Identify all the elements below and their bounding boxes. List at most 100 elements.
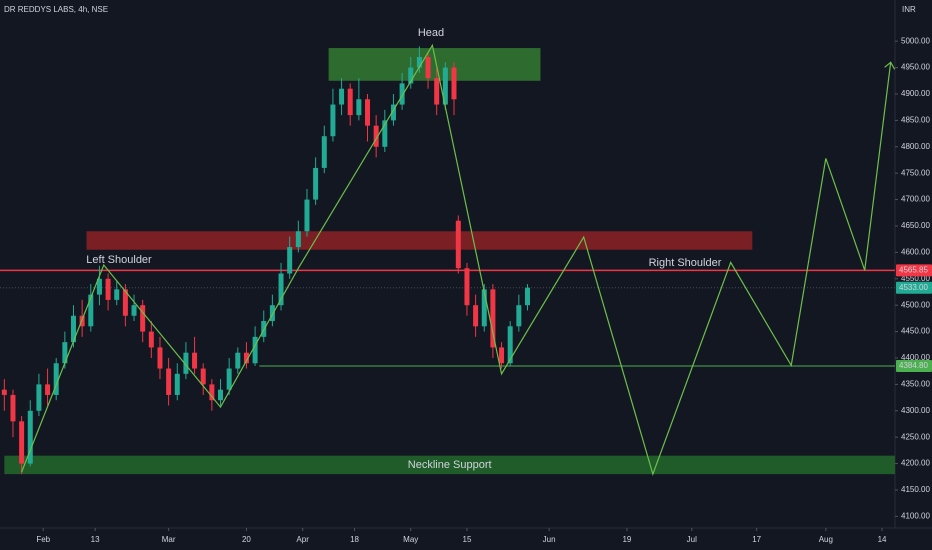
candle-body [339,88,345,105]
candle-body [1,389,7,395]
candle-body [473,305,479,327]
y-tick-label: 4800.00 [901,142,930,151]
candle-body [269,305,275,322]
y-tick-label: 4850.00 [901,115,930,124]
candle-body [45,384,51,395]
candle-body [140,305,146,332]
y-tick-label: 4200.00 [901,459,930,468]
candle-body [399,83,405,105]
candle-body [390,104,396,121]
currency: INR [902,5,916,14]
x-tick-label: 18 [350,535,359,544]
candle-body [442,67,448,105]
candle-body [295,231,301,248]
annotation: Head [418,27,444,39]
candle-body [481,289,487,327]
candle-body [53,363,59,395]
candle-body [200,368,206,385]
candle-body [330,104,336,137]
y-tick-label: 4900.00 [901,89,930,98]
price-tag-label: 4565.85 [899,266,928,275]
x-tick-label: May [403,535,418,544]
annotation: Left Shoulder [86,254,152,266]
candle-body [321,136,327,168]
candle-body [499,347,505,364]
candle-body [252,336,258,364]
candle-body [455,220,461,269]
candle-body [174,373,180,395]
candle-body [226,368,232,390]
candle-body [192,352,198,369]
x-tick-label: 13 [91,535,100,544]
price-tag [896,281,932,294]
candle-body [490,289,496,348]
candle-body [524,287,530,306]
chart-title: DR REDDYS LABS, 4h, NSE [4,5,108,14]
y-tick-label: 4750.00 [901,168,930,177]
candle-body [36,384,42,411]
zone [4,455,896,475]
candle-body [382,120,388,147]
x-tick-label: 14 [878,535,887,544]
annotation: Right Shoulder [649,257,722,269]
y-tick-label: 4300.00 [901,406,930,415]
candle-body [243,352,249,364]
x-tick-label: 15 [463,535,472,544]
candle-body [507,326,513,364]
candle-body [88,294,94,327]
y-tick-label: 4450.00 [901,327,930,336]
candle-body [425,57,431,79]
x-tick-label: 20 [242,535,251,544]
candle-body [356,99,362,116]
candle-body [27,410,33,464]
candle-body [105,278,111,300]
price-tag-label: 4384.80 [899,361,928,370]
pattern-line [21,43,892,477]
y-tick-label: 4550.00 [901,274,930,283]
y-tick-label: 5000.00 [901,36,930,45]
zone-label: Neckline Support [408,459,492,471]
candle-body [218,389,224,401]
candle-body [434,78,440,105]
candle-body [10,394,16,422]
candle-body [71,315,77,343]
candle-body [209,384,215,401]
candle-body [62,342,68,364]
y-tick-label: 4100.00 [901,511,930,520]
candle-body [287,247,293,274]
candle-body [183,352,189,374]
candle-body [416,57,422,68]
price-tag [896,360,932,373]
y-tick-label: 4350.00 [901,379,930,388]
x-tick-label: Aug [819,535,833,544]
candle-body [235,352,241,369]
y-tick-label: 4250.00 [901,432,930,441]
candle-body [408,67,414,84]
candle-body [166,368,172,395]
x-tick-label: Jul [687,535,697,544]
zone [86,231,753,250]
candle-body [19,421,25,464]
candle-body [451,67,457,100]
y-tick-label: 4400.00 [901,353,930,362]
candle-body [157,347,163,369]
candle-body [373,125,379,147]
candle-body [96,278,102,295]
candle-body [304,199,310,232]
x-tick-label: Mar [162,535,176,544]
x-tick-label: Jun [543,535,556,544]
candle-body [148,331,154,348]
y-tick-label: 4700.00 [901,195,930,204]
candle-body [365,99,371,126]
price-tag-label: 4533.00 [899,283,928,292]
candle-body [278,273,284,306]
y-tick-label: 4950.00 [901,63,930,72]
candle-body [464,268,470,306]
x-tick-label: 17 [752,535,761,544]
pattern-arrowhead [884,61,896,70]
y-tick-label: 4650.00 [901,221,930,230]
x-tick-label: 19 [622,535,631,544]
y-tick-label: 4600.00 [901,247,930,256]
